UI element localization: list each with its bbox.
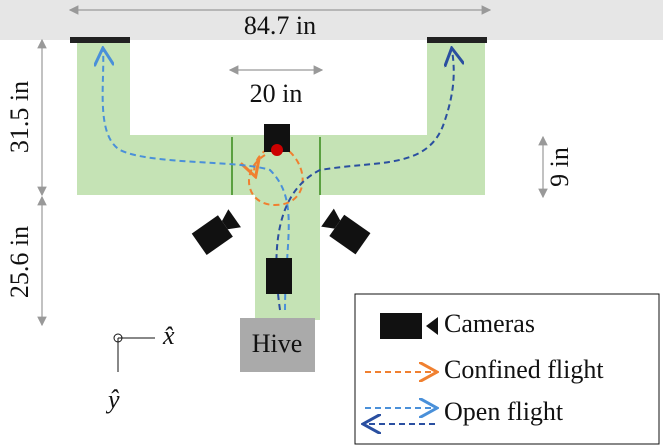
x-axis-label: x̂	[162, 321, 175, 350]
legend-camera	[380, 313, 422, 339]
legend-label: Open flight	[444, 397, 564, 426]
dimension-label: 20 in	[250, 79, 303, 108]
camera	[266, 258, 292, 294]
y-axis-label: ŷ	[105, 385, 120, 414]
diagram: Hive 84.7 in 31.5 in 25.6 in 20 in 9 in …	[0, 0, 663, 447]
feeder	[427, 37, 487, 43]
legend-label: Confined flight	[444, 355, 604, 384]
dimension-label: 84.7 in	[244, 11, 316, 40]
dimension-label: 9 in	[545, 147, 574, 187]
ceiling	[0, 0, 663, 40]
dimension-label: 31.5 in	[5, 81, 34, 153]
legend-label: Cameras	[444, 309, 535, 338]
hive-label: Hive	[252, 329, 303, 358]
feeder	[70, 37, 130, 43]
dimension-label: 25.6 in	[5, 226, 34, 298]
camera-lens	[271, 144, 283, 156]
